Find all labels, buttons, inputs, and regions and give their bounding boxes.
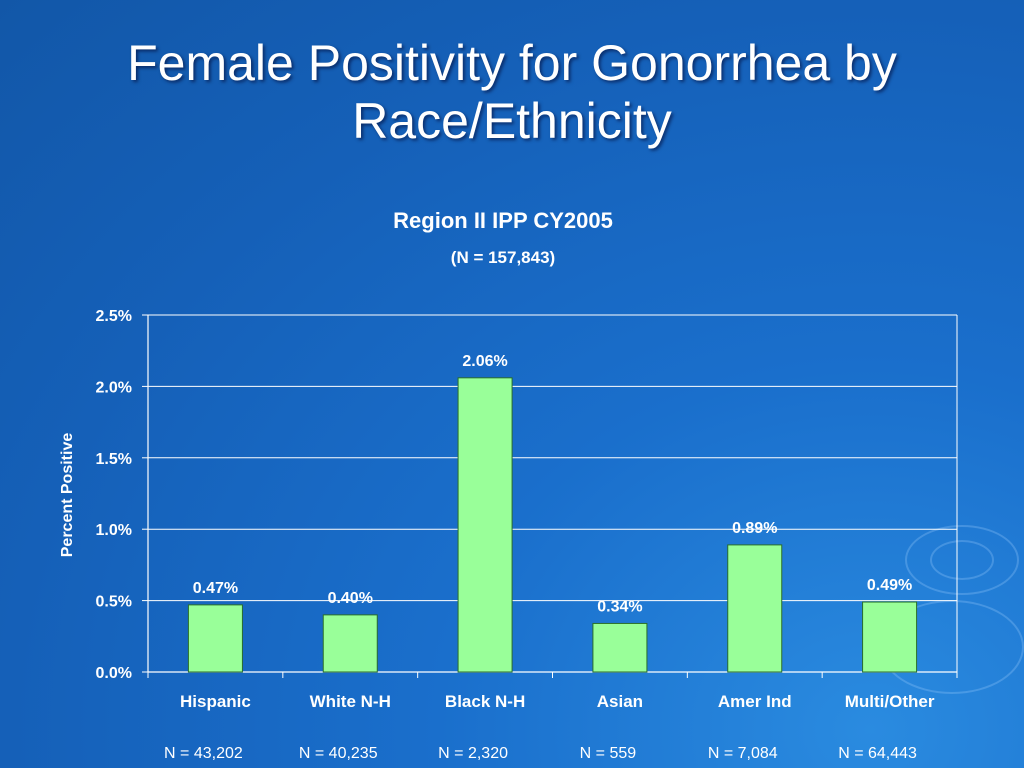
bar xyxy=(727,544,783,673)
y-tick-label: 1.5% xyxy=(96,451,132,468)
slide-title: Female Positivity for Gonorrhea by Race/… xyxy=(0,34,1024,150)
y-tick-label: 0.5% xyxy=(96,594,132,611)
slide-title-line-2: Race/Ethnicity xyxy=(352,93,672,149)
y-tick-label: 1.0% xyxy=(96,522,132,539)
y-tick-label: 0.0% xyxy=(96,665,132,682)
n-label: N = 64,443 xyxy=(838,745,917,762)
bars xyxy=(187,377,918,673)
data-label: 2.06% xyxy=(462,353,507,370)
x-tick-label: Asian xyxy=(597,692,643,711)
n-label: N = 7,084 xyxy=(708,745,778,762)
bar xyxy=(592,622,648,673)
y-tick-label: 2.5% xyxy=(96,308,132,325)
n-label: N = 40,235 xyxy=(299,745,378,762)
data-label: 0.89% xyxy=(732,520,777,537)
bar xyxy=(187,604,243,673)
x-tick-label: White N-H xyxy=(310,692,391,711)
slide-title-line-1: Female Positivity for Gonorrhea by xyxy=(127,35,897,91)
x-tick-label: Multi/Other xyxy=(845,692,935,711)
labels: 0.0% 0.5% 1.0% 1.5% 2.0% 2.5% 0.47% Hispanic N =… xyxy=(96,308,935,762)
gridlines xyxy=(148,314,957,602)
data-label: 0.40% xyxy=(328,590,373,607)
x-tick-label: Hispanic xyxy=(180,692,251,711)
ripple-decoration xyxy=(905,525,1019,595)
bar xyxy=(322,614,378,673)
data-label: 0.34% xyxy=(597,598,642,615)
axes xyxy=(142,314,958,678)
n-label: N = 559 xyxy=(580,745,637,762)
data-label: 0.49% xyxy=(867,577,912,594)
n-label: N = 43,202 xyxy=(164,745,243,762)
x-tick-label: Black N-H xyxy=(445,692,525,711)
y-tick-label: 2.0% xyxy=(96,379,132,396)
bar xyxy=(862,601,918,673)
y-axis-label: Percent Positive xyxy=(59,433,76,558)
data-label: 0.47% xyxy=(193,580,238,597)
chart-title: Region II IPP CY2005 xyxy=(393,208,613,233)
chart-subtitle: (N = 157,843) xyxy=(451,248,555,267)
n-label: N = 2,320 xyxy=(438,745,508,762)
bar xyxy=(457,377,513,673)
x-tick-label: Amer Ind xyxy=(718,692,792,711)
